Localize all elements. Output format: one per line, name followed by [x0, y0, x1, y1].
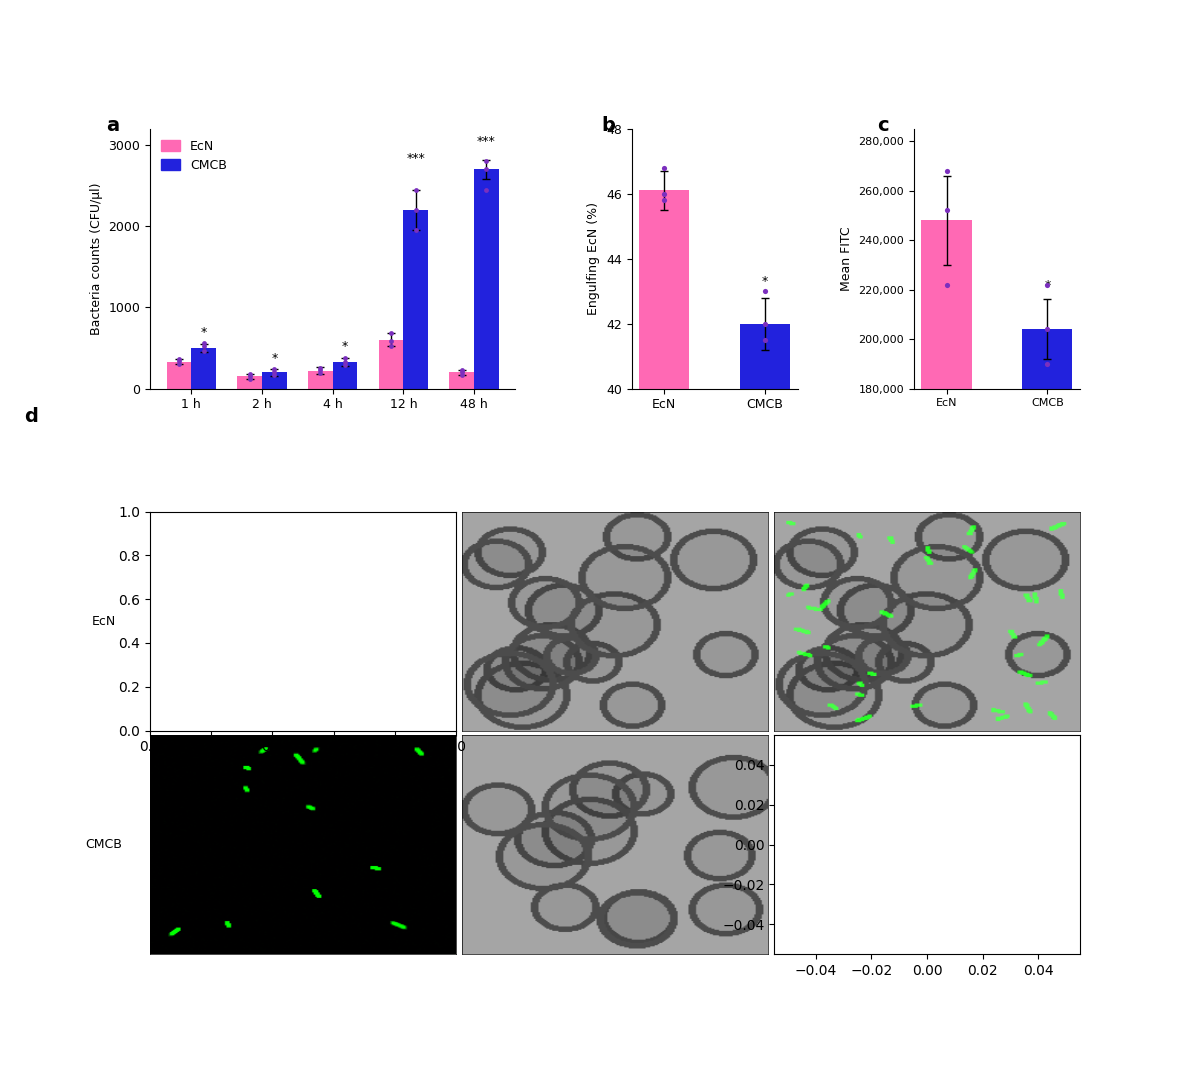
Point	[240, 366, 259, 383]
Point	[452, 363, 472, 381]
Y-axis label: Mean FITC: Mean FITC	[840, 226, 853, 291]
Point	[1038, 276, 1057, 293]
Text: c: c	[877, 116, 889, 135]
Point	[755, 331, 774, 348]
Bar	[1022, 329, 1073, 834]
Point	[169, 351, 188, 368]
Point	[476, 161, 496, 178]
Point	[265, 360, 284, 377]
Point	[336, 349, 355, 367]
Point	[1038, 321, 1057, 338]
Point	[382, 338, 401, 355]
Point	[194, 338, 214, 355]
Point	[406, 222, 425, 239]
Bar	[262, 372, 287, 388]
Point	[240, 370, 259, 387]
Point	[755, 283, 774, 300]
Y-axis label: EcN: EcN	[92, 614, 116, 627]
Point	[194, 334, 214, 352]
Point	[452, 361, 472, 378]
Point	[655, 159, 674, 176]
Point	[265, 363, 284, 381]
Text: b: b	[601, 116, 616, 135]
Bar	[191, 348, 216, 388]
Point	[265, 367, 284, 384]
Text: *: *	[1044, 279, 1050, 292]
Text: a: a	[106, 116, 119, 135]
Point	[311, 364, 330, 382]
Text: ***: ***	[407, 152, 425, 165]
Bar	[922, 220, 972, 834]
Y-axis label: Engulfing EcN (%): Engulfing EcN (%)	[588, 203, 600, 315]
Point	[336, 356, 355, 373]
Point	[937, 202, 956, 219]
Text: *: *	[271, 352, 277, 364]
Point	[1038, 355, 1057, 372]
Point	[406, 202, 425, 219]
Text: d: d	[24, 407, 38, 427]
Point	[476, 152, 496, 169]
Bar	[379, 340, 403, 388]
Point	[194, 343, 214, 360]
Text: ***: ***	[478, 135, 496, 148]
Point	[755, 315, 774, 332]
Bar	[332, 361, 358, 388]
Point	[169, 353, 188, 370]
Text: *: *	[762, 274, 768, 288]
Point	[655, 185, 674, 203]
Point	[937, 162, 956, 179]
Text: *: *	[200, 326, 206, 339]
Legend: EcN, CMCB: EcN, CMCB	[156, 135, 232, 177]
Bar	[474, 169, 499, 388]
Point	[382, 325, 401, 342]
Point	[937, 276, 956, 293]
Bar	[640, 191, 690, 1072]
Bar	[403, 210, 428, 388]
Point	[452, 367, 472, 384]
Point	[336, 353, 355, 370]
Y-axis label: Bacteria counts (CFU/μl): Bacteria counts (CFU/μl)	[90, 182, 103, 334]
Bar	[308, 371, 332, 388]
Point	[655, 192, 674, 209]
Point	[240, 368, 259, 385]
Bar	[167, 361, 191, 388]
Point	[311, 361, 330, 378]
Bar	[740, 324, 790, 1072]
Y-axis label: CMCB: CMCB	[85, 838, 122, 851]
Point	[406, 181, 425, 198]
Point	[311, 360, 330, 377]
Bar	[238, 376, 262, 388]
Point	[476, 181, 496, 198]
Bar	[449, 372, 474, 388]
Text: *: *	[342, 340, 348, 353]
Point	[169, 356, 188, 373]
Point	[382, 333, 401, 351]
